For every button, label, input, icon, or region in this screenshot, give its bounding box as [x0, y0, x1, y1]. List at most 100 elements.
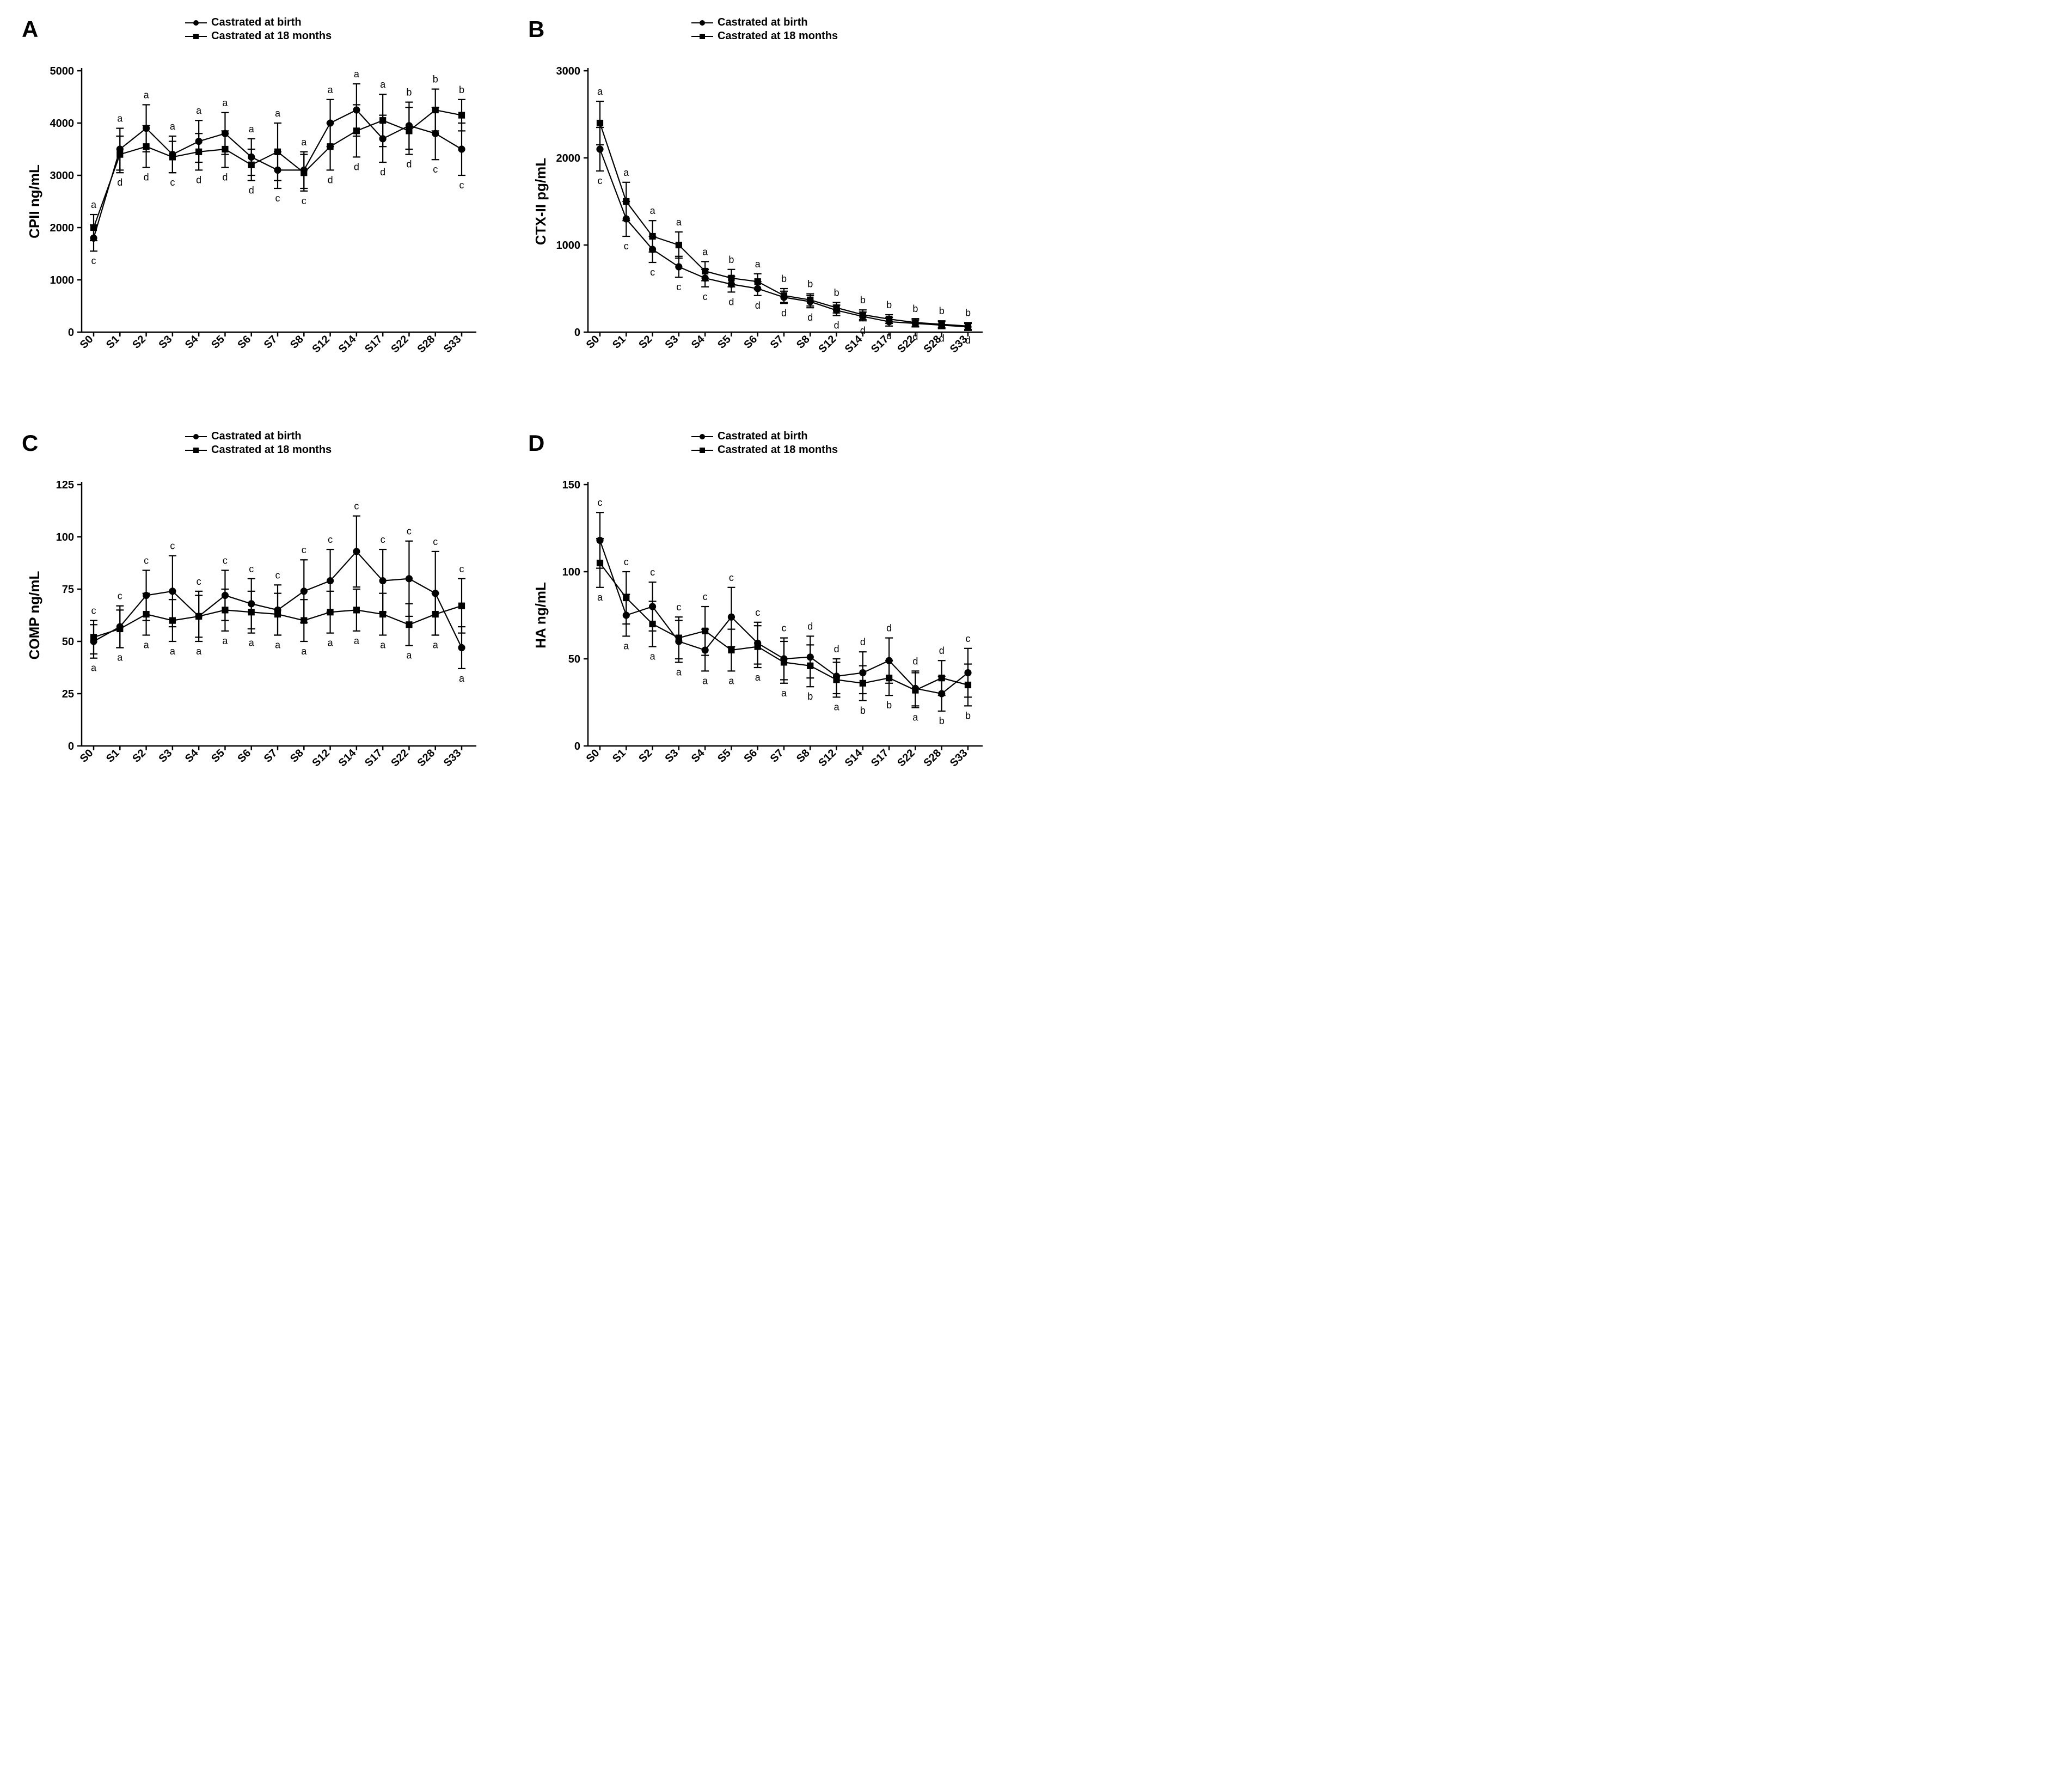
- svg-text:d: d: [328, 174, 333, 185]
- svg-text:S7: S7: [262, 333, 280, 351]
- svg-text:S14: S14: [336, 333, 359, 355]
- svg-text:d: d: [807, 621, 813, 632]
- svg-text:c: c: [650, 567, 655, 578]
- svg-text:d: d: [886, 331, 892, 341]
- svg-text:150: 150: [562, 479, 580, 491]
- svg-text:a: a: [144, 89, 150, 100]
- svg-text:a: a: [91, 663, 97, 674]
- svg-text:S3: S3: [663, 747, 681, 765]
- legend-label-series2: Castrated at 18 months: [211, 444, 332, 456]
- svg-text:c: c: [676, 602, 681, 613]
- svg-text:c: c: [170, 541, 175, 552]
- svg-text:a: a: [597, 592, 603, 603]
- svg-text:d: d: [939, 645, 945, 656]
- svg-text:c: c: [249, 564, 254, 574]
- svg-text:S22: S22: [895, 747, 917, 769]
- svg-text:c: c: [381, 534, 385, 545]
- svg-text:CPII ng/mL: CPII ng/mL: [26, 164, 42, 238]
- svg-text:a: a: [834, 701, 840, 712]
- svg-text:b: b: [860, 705, 866, 716]
- svg-text:S5: S5: [209, 333, 227, 351]
- svg-text:2000: 2000: [556, 152, 581, 164]
- svg-text:S7: S7: [768, 747, 786, 765]
- svg-text:0: 0: [68, 740, 74, 752]
- svg-text:d: d: [834, 644, 839, 654]
- legend-item-series2: Castrated at 18 months: [185, 444, 332, 456]
- svg-text:b: b: [781, 273, 787, 284]
- svg-text:a: a: [91, 199, 97, 210]
- svg-text:125: 125: [56, 479, 74, 491]
- svg-text:S6: S6: [235, 333, 253, 351]
- svg-text:S0: S0: [584, 747, 602, 765]
- svg-text:S17: S17: [869, 747, 891, 769]
- svg-text:S2: S2: [130, 333, 148, 351]
- svg-text:a: a: [433, 639, 439, 650]
- chart-d: 050100150S0S1S2S3S4S5S6S7S8S12S14S17S22S…: [528, 436, 996, 817]
- svg-text:c: c: [782, 623, 787, 634]
- legend-item-series1: Castrated at birth: [691, 430, 838, 443]
- svg-text:c: c: [459, 180, 464, 191]
- svg-text:50: 50: [62, 636, 74, 648]
- svg-text:b: b: [406, 87, 412, 98]
- svg-text:a: a: [354, 69, 360, 79]
- svg-text:d: d: [117, 177, 122, 188]
- svg-text:c: c: [598, 497, 603, 508]
- svg-text:d: d: [144, 172, 149, 183]
- svg-text:75: 75: [62, 584, 74, 596]
- svg-text:d: d: [834, 320, 839, 331]
- svg-text:c: c: [650, 267, 655, 278]
- svg-text:0: 0: [574, 740, 580, 752]
- svg-text:S3: S3: [663, 333, 681, 351]
- svg-text:a: a: [676, 217, 682, 228]
- svg-text:3000: 3000: [556, 65, 581, 77]
- svg-text:b: b: [459, 84, 464, 95]
- svg-text:d: d: [406, 159, 412, 170]
- legend-label-series1: Castrated at birth: [718, 16, 808, 29]
- svg-text:S14: S14: [336, 746, 359, 769]
- svg-text:a: a: [170, 646, 176, 657]
- svg-text:S1: S1: [104, 747, 122, 765]
- svg-text:c: c: [302, 195, 306, 206]
- svg-text:a: a: [380, 639, 386, 650]
- svg-text:a: a: [912, 712, 918, 723]
- svg-text:a: a: [755, 672, 761, 683]
- svg-text:d: d: [886, 623, 892, 634]
- svg-text:S0: S0: [78, 747, 96, 765]
- svg-text:b: b: [939, 715, 945, 726]
- svg-text:S2: S2: [636, 747, 654, 765]
- svg-text:a: a: [301, 646, 307, 657]
- svg-text:S14: S14: [843, 746, 865, 769]
- svg-text:c: c: [328, 534, 333, 545]
- svg-text:S2: S2: [636, 333, 654, 351]
- svg-text:c: c: [302, 544, 306, 555]
- chart-b: 0100020003000S0S1S2S3S4S5S6S7S8S12S14S17…: [528, 22, 996, 403]
- legend-c: Castrated at birth Castrated at 18 month…: [185, 430, 332, 457]
- svg-text:d: d: [912, 331, 918, 342]
- svg-text:S8: S8: [288, 747, 306, 765]
- svg-text:b: b: [807, 279, 813, 290]
- svg-text:c: c: [624, 241, 629, 252]
- panel-b: B Castrated at birth Castrated at 18 mon…: [528, 22, 1002, 403]
- svg-text:c: c: [407, 526, 412, 537]
- svg-text:b: b: [834, 287, 839, 298]
- legend-b: Castrated at birth Castrated at 18 month…: [691, 16, 838, 44]
- svg-text:a: a: [728, 675, 734, 686]
- legend-item-series2: Castrated at 18 months: [691, 444, 838, 456]
- svg-text:S28: S28: [922, 747, 944, 769]
- svg-text:c: c: [433, 536, 438, 547]
- svg-text:S3: S3: [157, 333, 175, 351]
- svg-text:b: b: [965, 710, 971, 721]
- svg-text:c: c: [598, 175, 603, 186]
- svg-text:a: a: [702, 246, 708, 257]
- svg-text:S2: S2: [130, 747, 148, 765]
- svg-text:S3: S3: [157, 747, 175, 765]
- svg-text:S5: S5: [715, 333, 733, 351]
- svg-text:S6: S6: [741, 747, 759, 765]
- svg-text:a: a: [275, 108, 281, 119]
- legend-item-series1: Castrated at birth: [185, 430, 332, 443]
- chart-a: 010002000300040005000S0S1S2S3S4S5S6S7S8S…: [22, 22, 490, 403]
- panel-c: C Castrated at birth Castrated at 18 mon…: [22, 436, 495, 817]
- svg-text:a: a: [676, 666, 682, 677]
- svg-text:100: 100: [56, 531, 74, 543]
- svg-text:c: c: [624, 556, 629, 567]
